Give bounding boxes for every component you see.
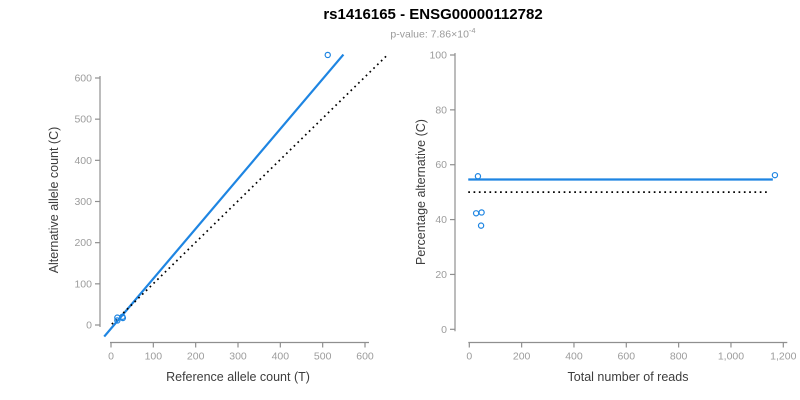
left-xaxis-label: Reference allele count (T) [166, 370, 310, 384]
x-tick-label: 400 [272, 351, 290, 363]
x-tick-label: 0 [108, 351, 114, 363]
data-point [114, 317, 121, 324]
left-yaxis-label: Alternative allele count (C) [47, 126, 61, 274]
x-tick-label: 300 [229, 351, 247, 363]
y-tick-label: 20 [435, 269, 447, 281]
x-tick-label: 600 [618, 351, 636, 363]
right-scatter-plot: 0 200 400 600 800 1,000 1,200 0 20 40 60 80 100 [429, 50, 796, 363]
data-point [771, 171, 779, 179]
x-tick-label: 0 [466, 351, 472, 363]
identity-line [111, 54, 388, 325]
x-tick-label: 200 [513, 351, 531, 363]
data-point [324, 51, 331, 59]
right-yaxis-label: Percentage alternative (C) [414, 119, 428, 265]
x-tick-label: 1,200 [770, 351, 796, 363]
y-tick-label: 100 [74, 278, 92, 290]
x-tick-label: 1,000 [718, 351, 744, 363]
x-tick-label: 100 [145, 351, 163, 363]
y-tick-label: 100 [429, 50, 447, 62]
data-point [472, 210, 480, 217]
y-tick-label: 400 [74, 155, 92, 167]
x-tick-label: 400 [565, 351, 583, 363]
y-tick-label: 200 [74, 237, 92, 249]
y-tick-label: 300 [74, 196, 92, 208]
y-tick-label: 60 [435, 159, 447, 171]
right-xaxis-label: Total number of reads [567, 370, 689, 384]
pvalue-subtitle: p-value: 7.86×10-4 [323, 26, 542, 41]
y-tick-label: 80 [435, 104, 447, 116]
pvalue-text: p-value: 7.86×10 [390, 28, 469, 41]
data-point [119, 314, 127, 322]
y-tick-label: 0 [86, 320, 92, 332]
left-scatter-plot: 0 100 200 300 400 500 600 0 100 200 300 400 500 600 [74, 51, 388, 363]
data-point [478, 209, 485, 216]
data-point [474, 173, 482, 180]
pvalue-exponent: -4 [468, 26, 476, 35]
x-tick-label: 500 [314, 351, 332, 363]
y-tick-label: 500 [74, 114, 92, 126]
y-tick-label: 0 [441, 324, 447, 336]
data-point [477, 222, 485, 229]
regression-line [103, 53, 345, 338]
x-tick-label: 600 [356, 351, 374, 363]
x-tick-label: 200 [187, 351, 205, 363]
y-tick-label: 40 [435, 214, 447, 226]
y-tick-label: 600 [74, 73, 92, 85]
page-title: rs1416165 - ENSG00000112782 [323, 6, 543, 23]
x-tick-label: 800 [670, 351, 688, 363]
figure-header: rs1416165 - ENSG00000112782 p-value: 7.8… [323, 6, 542, 41]
